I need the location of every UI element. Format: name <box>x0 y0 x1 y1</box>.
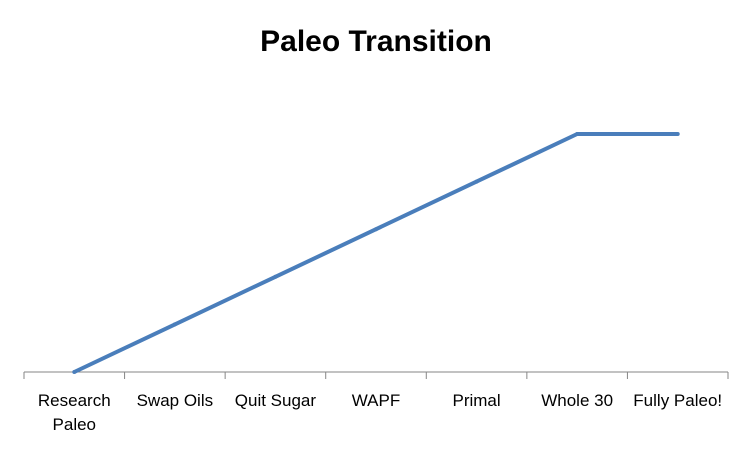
x-tick-label: Swap Oils <box>137 391 214 410</box>
x-tick-label-line: Paleo <box>53 415 96 434</box>
data-point <box>273 274 278 279</box>
plot-area: Research Paleo Swap Oils Quit Sugar WAPF Prim… <box>23 132 729 434</box>
x-axis <box>23 371 729 379</box>
x-tick-label: Whole 30 <box>541 391 613 410</box>
x-tick-label-line: WAPF <box>352 391 400 410</box>
series-line <box>73 132 678 374</box>
x-tick-label: Quit Sugar <box>235 391 317 410</box>
data-point <box>172 322 177 327</box>
x-tick-label: Primal <box>452 391 500 410</box>
x-tick-label-line: Swap Oils <box>137 391 214 410</box>
data-point <box>374 227 378 232</box>
x-tick-label-line: Whole 30 <box>541 391 613 410</box>
data-point <box>72 370 77 374</box>
x-tick-labels: Research Paleo Swap Oils Quit Sugar WAPF Prim… <box>38 391 722 434</box>
data-point <box>575 132 580 136</box>
x-tick-label: Fully Paleo! <box>633 391 722 410</box>
x-tick-label: Research Paleo <box>38 391 111 434</box>
x-tick-label-line: Quit Sugar <box>235 391 317 410</box>
chart-title: Paleo Transition <box>260 25 492 58</box>
x-tick-label-line: Research <box>38 391 111 410</box>
x-tick-label: WAPF <box>352 391 400 410</box>
x-tick-label-line: Primal <box>452 391 500 410</box>
x-tick-label-line: Fully Paleo! <box>633 391 722 410</box>
data-point <box>474 179 479 184</box>
data-point <box>675 132 680 136</box>
series-layer <box>72 132 680 374</box>
